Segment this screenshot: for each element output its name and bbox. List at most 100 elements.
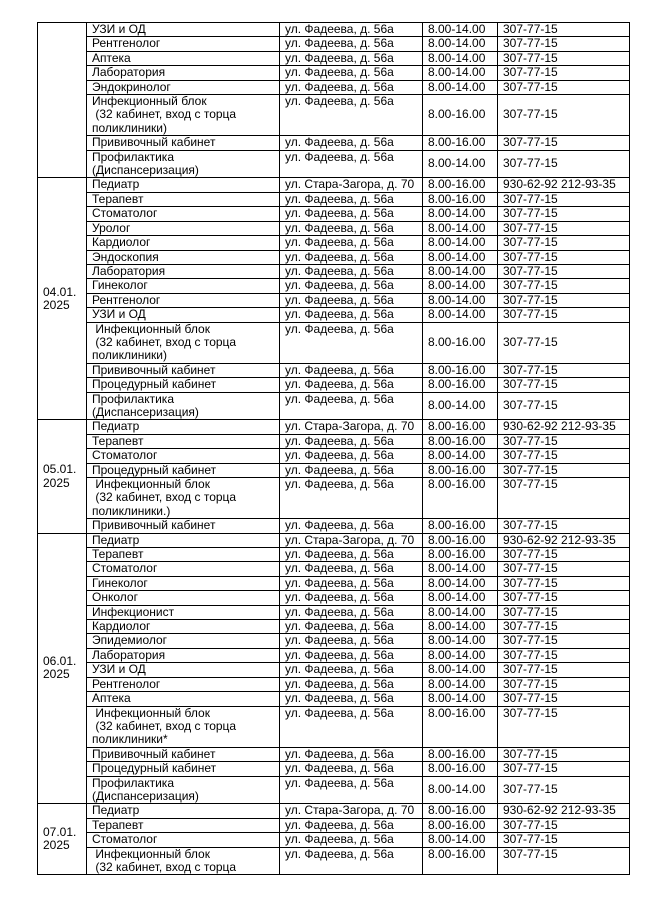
table-row: Инфекционист ул. Фадеева, д. 56а 8.00-14.0… [38,604,630,621]
hours-cell: 8.00-14.00 [422,691,498,707]
specialist-cell: Терапевт [86,817,280,834]
hours-cell: 8.00-14.00 [422,604,498,621]
address-cell: ул. Фадеева, д. 56а [279,448,423,464]
specialist-cell: Эпидемиолог [86,633,280,649]
table-row: Стоматолог ул. Фадеева, д. 56а 8.00-14.00 3… [38,561,630,577]
phone-cell: 307-77-15 [497,307,630,323]
table-row: Кардиолог ул. Фадеева, д. 56а 8.00-14.00 30… [38,619,630,635]
address-cell: ул. Фадеева, д. 56а [279,377,423,393]
phone-cell: 307-77-15 [497,65,630,81]
specialist-cell: Инфекционный блок (32 кабинет, вход с то… [86,321,280,364]
phone-cell: 307-77-15 [497,220,630,237]
specialist-cell: Гинеколог [86,278,280,294]
date-cell: 06.01. 2025 [37,532,87,805]
phone-cell: 307-77-15 [497,705,630,748]
hours-cell: 8.00-14.00 [422,235,498,251]
address-cell: ул. Фадеева, д. 56а [279,832,423,848]
hours-cell: 8.00-14.00 [422,206,498,222]
phone-cell: 307-77-15 [497,321,630,364]
phone-cell: 307-77-15 [497,206,630,222]
address-cell: ул. Фадеева, д. 56а [279,135,423,151]
specialist-cell: Лаборатория [86,647,280,664]
address-cell: ул. Фадеева, д. 56а [279,662,423,678]
table-row: Стоматолог ул. Фадеева, д. 56а 8.00-14.00 3… [38,448,630,464]
phone-cell: 307-77-15 [497,36,630,52]
specialist-cell: Прививочный кабинет [86,746,280,763]
specialist-cell: Терапевт [86,191,280,208]
specialist-cell: Лаборатория [86,263,280,280]
hours-cell: 8.00-14.00 [422,662,498,678]
hours-cell: 8.00-14.00 [422,561,498,577]
address-cell: ул. Фадеева, д. 56а [279,676,423,693]
address-cell: ул. Фадеева, д. 56а [279,476,423,520]
phone-cell: 930-62-92 212-93-35 [497,803,630,819]
phone-cell: 307-77-15 [497,832,630,848]
specialist-cell: Кардиолог [86,235,280,251]
specialist-cell: Рентгенолог [86,292,280,309]
table-row: Процедурный кабинет ул. Фадеева, д. 56а 8.… [38,377,630,393]
table-row: Прививочный кабинет ул. Фадеева, д. 56а 8.… [38,518,630,534]
hours-cell: 8.00-14.00 [422,249,498,265]
address-cell: ул. Фадеева, д. 56а [279,21,423,38]
specialist-cell: Уролог [86,220,280,237]
phone-cell: 307-77-15 [497,448,630,464]
phone-cell: 307-77-15 [497,292,630,309]
phone-cell: 307-77-15 [497,604,630,621]
specialist-cell: Гинеколог [86,575,280,592]
hours-cell: 8.00-16.00 [422,191,498,208]
phone-cell: 307-77-15 [497,135,630,151]
address-cell: ул. Фадеева, д. 56а [279,65,423,81]
address-cell: ул. Фадеева, д. 56а [279,761,423,777]
address-cell: ул. Фадеева, д. 56а [279,633,423,649]
specialist-cell: Прививочный кабинет [86,135,280,151]
specialist-cell: Педиатр [86,532,280,549]
address-cell: ул. Фадеева, д. 56а [279,263,423,280]
hours-cell: 8.00-16.00 [422,135,498,151]
specialist-cell: Терапевт [86,547,280,563]
table-row: Инфекционный блок (32 кабинет, вход с то… [38,94,630,137]
hours-cell: 8.00-14.00 [422,448,498,464]
address-cell: ул. Фадеева, д. 56а [279,462,423,479]
table-row: Аптека ул. Фадеева, д. 56а 8.00-14.00 307-7… [38,691,630,707]
specialist-cell: Стоматолог [86,561,280,577]
table-row: 07.01. 2025 Педиатр ул. Стара-Загора, д. 7… [37,803,630,876]
table-row: Рентгенолог ул. Фадеева, д. 56а 8.00-14.00… [38,36,630,52]
address-cell: ул. Стара-Загора, д. 70 [279,803,423,819]
hours-cell: 8.00-16.00 [422,547,498,563]
specialist-cell: Педиатр [86,419,280,435]
specialist-cell: Рентгенолог [86,36,280,52]
specialist-cell: Прививочный кабинет [86,518,280,534]
address-cell: ул. Фадеева, д. 56а [279,619,423,635]
phone-cell: 307-77-15 [497,362,630,379]
hours-cell: 8.00-14.00 [422,590,498,606]
table-row: Профилактика (Диспансеризация) ул. Фадеев… [38,149,630,179]
phone-cell: 307-77-15 [497,433,630,450]
phone-cell: 307-77-15 [497,590,630,606]
specialist-cell: Эндоскопия [86,249,280,265]
hours-cell: 8.00-16.00 [422,377,498,393]
hours-cell: 8.00-14.00 [422,676,498,693]
phone-cell: 930-62-92 212-93-35 [497,419,630,435]
address-cell: ул. Фадеева, д. 56а [279,79,423,96]
table-row: Инфекционный блок (32 кабинет, вход с то… [38,705,630,748]
schedule-table: УЗИ и ОД ул. Фадеева, д. 56а 8.00-14.00 307… [37,21,630,876]
table-row: Прививочный кабинет ул. Фадеева, д. 56а 8.… [38,135,630,151]
phone-cell: 307-77-15 [497,263,630,280]
hours-cell: 8.00-16.00 [422,462,498,479]
specialist-cell: Инфекционный блок (32 кабинет, вход с то… [86,846,280,876]
address-cell: ул. Фадеева, д. 56а [279,433,423,450]
address-cell: ул. Фадеева, д. 56а [279,575,423,592]
table-row: Рентгенолог ул. Фадеева, д. 56а 8.00-14.00… [38,676,630,693]
table-row: Аптека ул. Фадеева, д. 56а 8.00-14.00 307-7… [38,50,630,67]
table-row: 06.01. 2025 Педиатр ул. Стара-Загора, д. 7… [37,532,630,805]
hours-cell: 8.00-16.00 [422,518,498,534]
specialist-cell: Эндокринолог [86,79,280,96]
table-row: Гинеколог ул. Фадеева, д. 56а 8.00-14.00 30… [38,575,630,592]
hours-cell: 8.00-14.00 [422,575,498,592]
hours-cell: 8.00-14.00 [422,65,498,81]
address-cell: ул. Фадеева, д. 56а [279,817,423,834]
phone-cell: 307-77-15 [497,846,630,876]
hours-cell: 8.00-14.00 [422,278,498,294]
address-cell: ул. Фадеева, д. 56а [279,691,423,707]
phone-cell: 307-77-15 [497,647,630,664]
